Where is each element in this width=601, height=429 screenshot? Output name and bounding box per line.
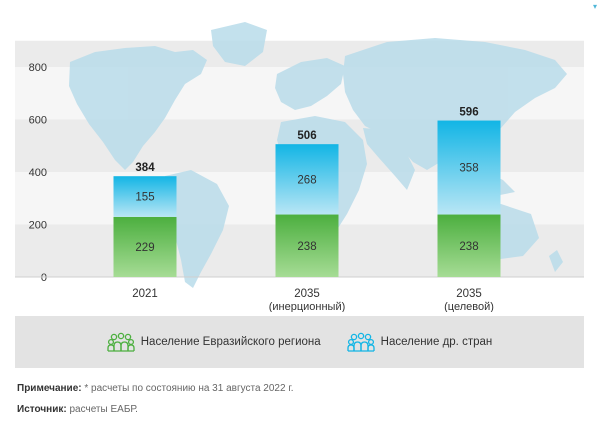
x-tick-label: 2021 (132, 288, 158, 300)
bars: 229 155 384 238 268 506 238 358 596 (113, 107, 501, 277)
notes: Примечание: * расчеты по состоянию на 31… (17, 378, 294, 420)
data-label-total: 596 (459, 107, 478, 119)
legend-label-eurasian: Население Евразийского региона (140, 336, 321, 348)
legend: Население Евразийского региона Население… (15, 316, 584, 368)
bar-eurasian (437, 214, 501, 277)
data-label-eurasian: 238 (297, 241, 316, 253)
bar-eurasian (113, 216, 177, 277)
source-label: Источник: (17, 404, 67, 415)
data-label-other: 155 (135, 192, 154, 204)
legend-item-eurasian: Население Евразийского региона (107, 332, 321, 352)
data-label-other: 268 (297, 174, 316, 186)
note-text: * расчеты по состоянию на 31 августа 202… (81, 383, 294, 394)
bar-eurasian (275, 214, 339, 277)
source-line: Источник: расчеты ЕАБР. (17, 399, 294, 420)
y-tick-label: 800 (29, 62, 47, 74)
legend-label-other: Население др. стран (380, 336, 493, 348)
note-label: Примечание: (17, 383, 82, 394)
x-tick-label: 2035 (294, 288, 320, 300)
people-group-blue-icon (346, 332, 375, 352)
data-label-other: 358 (459, 163, 478, 175)
chart-svg: 0 200 400 600 800 229 155 384 238 268 506 238 358 59… (15, 22, 584, 312)
x-axis-labels: 2021 2035(инерционный)2035(целевой) (132, 288, 494, 312)
source-text: расчеты ЕАБР. (66, 404, 138, 415)
data-label-eurasian: 238 (459, 241, 478, 253)
y-tick-label: 0 (41, 272, 47, 284)
bar-other (275, 144, 339, 215)
bar-other (113, 176, 177, 217)
bar-other (437, 120, 501, 215)
note-line: Примечание: * расчеты по состоянию на 31… (17, 378, 294, 399)
y-tick-label: 400 (29, 167, 47, 179)
data-label-eurasian: 229 (135, 242, 154, 254)
x-tick-sublabel: (целевой) (444, 301, 494, 312)
x-tick-label: 2035 (456, 288, 482, 300)
y-tick-label: 200 (29, 220, 47, 232)
chart-area: 0 200 400 600 800 229 155 384 238 268 506 238 358 59… (15, 0, 584, 312)
data-label-total: 384 (135, 162, 155, 174)
corner-decoration-icon: ▾ (593, 2, 598, 11)
people-group-green-icon (107, 332, 135, 352)
data-label-total: 506 (297, 130, 316, 142)
y-tick-label: 600 (29, 115, 47, 127)
legend-item-other: Население др. стран (346, 332, 493, 352)
x-tick-sublabel: (инерционный) (269, 301, 346, 312)
